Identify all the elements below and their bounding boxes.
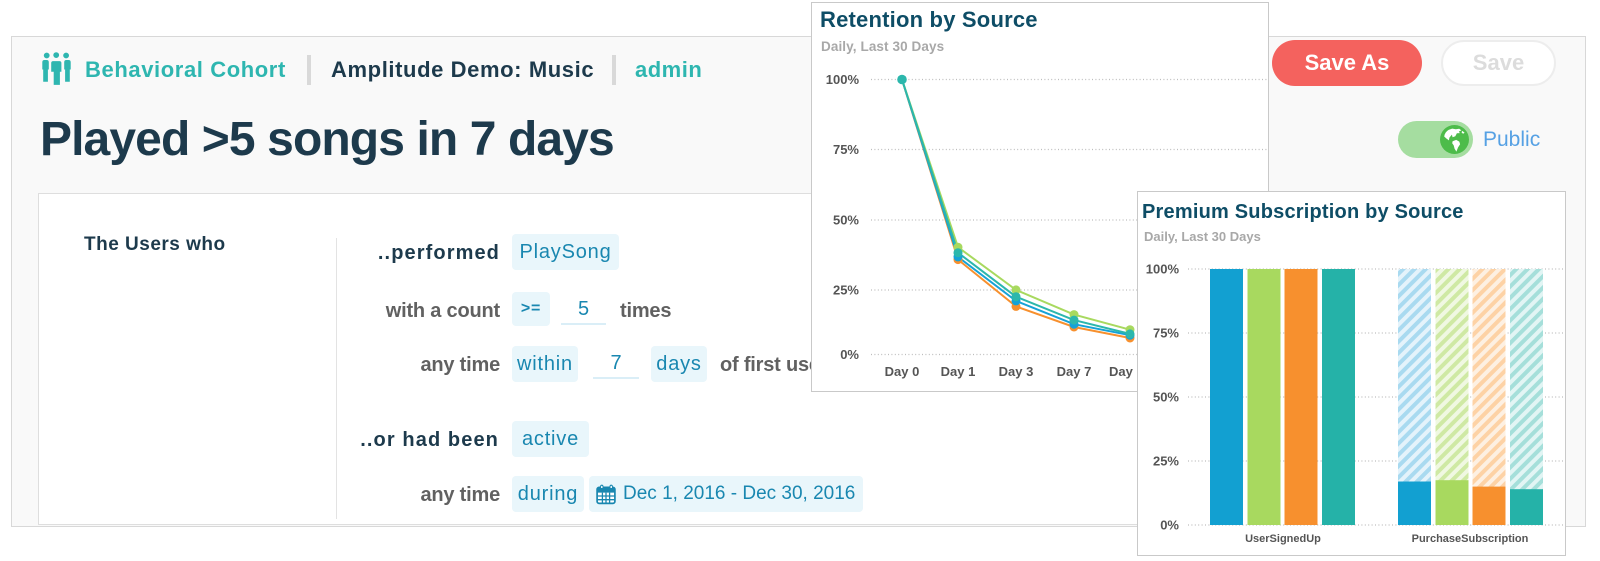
svg-text:PurchaseSubscription: PurchaseSubscription	[1412, 533, 1529, 545]
svg-text:25%: 25%	[1153, 454, 1179, 469]
svg-text:100%: 100%	[1146, 262, 1180, 277]
svg-text:Day 1: Day 1	[941, 364, 976, 379]
svg-text:0%: 0%	[840, 347, 859, 362]
svg-text:UserSignedUp: UserSignedUp	[1245, 533, 1321, 545]
svg-text:Day 3: Day 3	[999, 364, 1034, 379]
svg-text:25%: 25%	[833, 283, 859, 298]
svg-text:50%: 50%	[1153, 390, 1179, 405]
svg-text:Day 7: Day 7	[1057, 364, 1092, 379]
svg-text:50%: 50%	[833, 213, 859, 228]
svg-text:Day 0: Day 0	[885, 364, 920, 379]
svg-text:75%: 75%	[1153, 326, 1179, 341]
svg-text:100%: 100%	[826, 72, 860, 87]
svg-text:75%: 75%	[833, 142, 859, 157]
svg-text:0%: 0%	[1160, 518, 1179, 533]
